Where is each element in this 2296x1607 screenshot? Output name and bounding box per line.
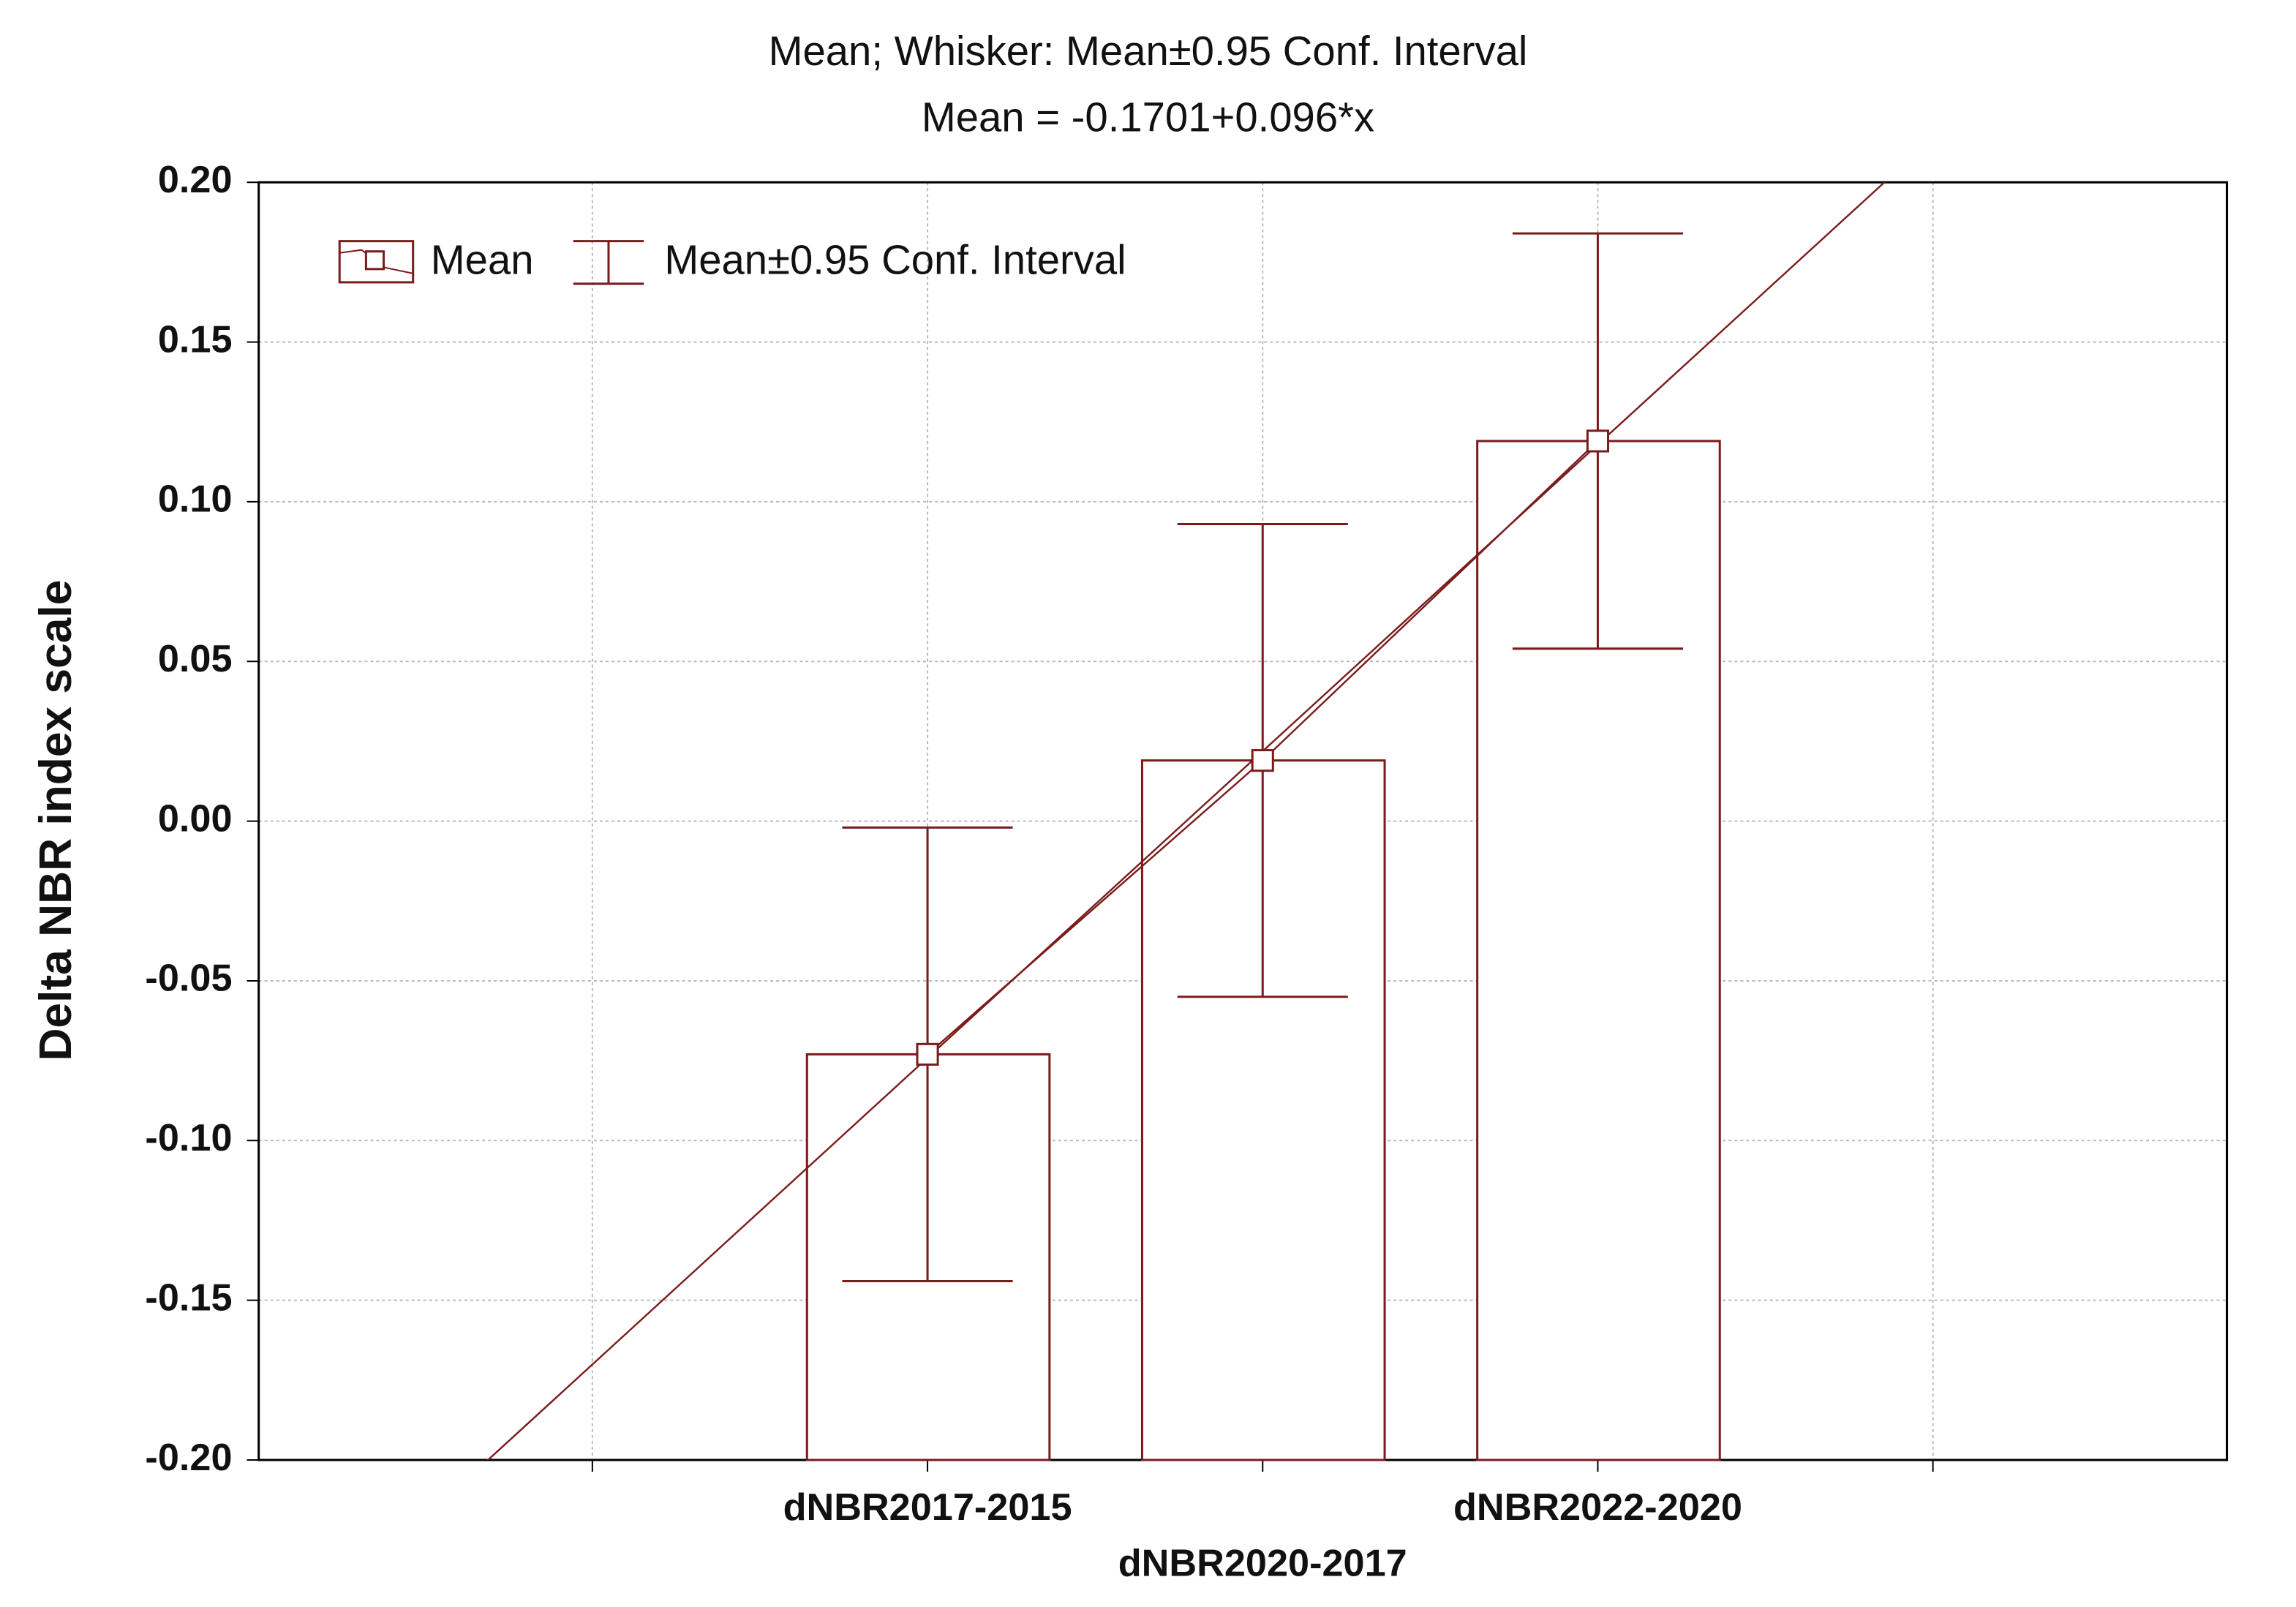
- x-tick-label: dNBR2017-2015: [783, 1486, 1072, 1529]
- mean-marker: [1586, 429, 1610, 453]
- chart-subtitle: Mean = -0.1701+0.096*x: [922, 94, 1374, 140]
- trend-line: [486, 182, 1886, 1460]
- y-tick-label: 0.05: [158, 638, 233, 680]
- legend-swatch-ci: [573, 240, 644, 285]
- legend-label: Mean±0.95 Conf. Interval: [664, 237, 1126, 283]
- legend-label: Mean: [431, 237, 534, 283]
- x-tick-label: dNBR2022-2020: [1453, 1486, 1742, 1529]
- y-tick-label: -0.05: [145, 957, 232, 1000]
- y-tick-label: -0.20: [145, 1437, 232, 1479]
- y-tick-label: 0.20: [158, 159, 233, 201]
- chart-title: Mean; Whisker: Mean±0.95 Conf. Interval: [769, 28, 1528, 74]
- y-tick-label: 0.00: [158, 797, 233, 840]
- x-tick-label: dNBR2020-2017: [1118, 1543, 1407, 1585]
- y-axis-label: Delta NBR index scale: [31, 580, 81, 1061]
- y-tick-label: 0.15: [158, 318, 233, 361]
- legend-swatch-marker: [364, 250, 385, 271]
- y-tick-label: 0.10: [158, 478, 233, 521]
- trend-group: [486, 182, 1886, 1460]
- mean-marker: [916, 1042, 939, 1066]
- y-tick-label: -0.15: [145, 1276, 232, 1319]
- mean-marker: [1251, 749, 1274, 772]
- y-tick-label: -0.10: [145, 1117, 232, 1159]
